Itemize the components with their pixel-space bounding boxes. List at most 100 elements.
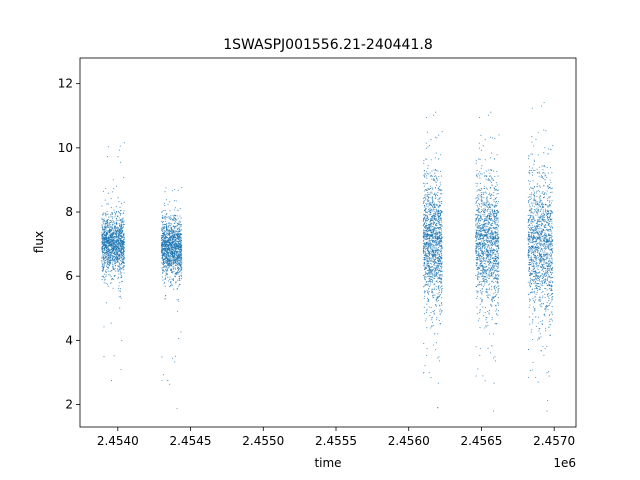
data-point: [497, 277, 499, 279]
data-point: [429, 272, 431, 274]
data-point: [433, 221, 435, 223]
data-point: [483, 192, 485, 194]
data-point: [441, 288, 443, 290]
data-point: [118, 225, 121, 227]
data-point: [179, 277, 181, 279]
data-point: [428, 173, 430, 175]
data-point: [175, 232, 177, 234]
data-point: [117, 245, 119, 247]
data-point: [431, 248, 433, 250]
data-point: [438, 356, 440, 358]
data-point: [426, 205, 428, 207]
data-point: [105, 275, 107, 277]
data-point: [179, 260, 181, 262]
data-point: [426, 245, 428, 247]
data-point: [476, 236, 478, 238]
data-point: [433, 270, 435, 272]
data-point: [165, 257, 167, 259]
data-point: [169, 257, 171, 259]
data-point: [120, 235, 123, 237]
data-point: [162, 228, 164, 230]
data-point: [175, 281, 177, 283]
data-point: [422, 275, 425, 277]
data-point: [174, 242, 176, 244]
data-point: [166, 251, 168, 253]
data-point: [170, 283, 173, 285]
data-point: [436, 319, 438, 321]
data-point: [113, 236, 115, 238]
data-point: [105, 227, 107, 230]
data-point: [117, 239, 119, 241]
data-point: [107, 222, 109, 224]
data-point: [436, 220, 439, 222]
data-point: [489, 260, 491, 262]
data-point: [436, 204, 438, 206]
data-point: [174, 237, 176, 239]
data-point: [172, 263, 175, 265]
data-point: [106, 234, 108, 236]
data-point: [426, 259, 429, 261]
data-point: [439, 294, 441, 296]
data-point: [115, 249, 117, 251]
data-point: [438, 189, 440, 191]
data-point: [120, 262, 123, 264]
data-point: [180, 229, 182, 231]
data-point: [488, 203, 490, 205]
data-point: [438, 263, 441, 265]
data-point: [115, 227, 118, 229]
data-point: [108, 259, 110, 261]
data-point: [162, 254, 164, 257]
data-point: [110, 252, 112, 254]
data-point: [170, 237, 172, 239]
data-point: [118, 251, 120, 253]
data-point: [432, 239, 434, 242]
data-point: [478, 248, 480, 250]
data-point: [478, 251, 480, 253]
data-point: [175, 272, 177, 275]
data-point: [119, 259, 121, 262]
data-point: [437, 262, 439, 264]
data-point: [162, 236, 164, 238]
data-point: [422, 202, 425, 204]
data-point: [425, 220, 427, 222]
data-point: [425, 267, 428, 269]
data-point: [168, 223, 170, 225]
data-point: [496, 210, 498, 212]
data-point: [487, 249, 489, 252]
data-point: [176, 272, 179, 274]
data-point: [162, 374, 164, 376]
data-point: [478, 173, 480, 175]
data-point: [173, 247, 175, 249]
data-point: [481, 288, 484, 290]
data-point: [118, 273, 120, 275]
data-point: [170, 261, 172, 263]
data-point: [483, 172, 485, 174]
data-point: [428, 269, 430, 271]
data-point: [161, 229, 163, 231]
data-point: [424, 273, 426, 275]
data-point: [479, 283, 481, 286]
data-point: [106, 239, 108, 241]
data-point: [424, 275, 426, 277]
data-point: [165, 224, 167, 226]
data-point: [435, 274, 437, 276]
data-point: [167, 276, 169, 278]
data-point: [437, 297, 439, 299]
data-point: [167, 232, 169, 234]
data-point: [490, 286, 493, 288]
data-point: [481, 230, 483, 232]
data-point: [173, 252, 175, 254]
data-point: [487, 114, 489, 116]
data-point: [427, 199, 429, 201]
data-point: [433, 233, 435, 235]
data-point: [106, 225, 108, 227]
data-point: [102, 242, 104, 244]
data-point: [423, 190, 425, 192]
data-point: [118, 290, 120, 292]
data-point: [437, 243, 440, 245]
data-point: [106, 223, 108, 225]
data-point: [439, 280, 441, 283]
data-point: [106, 221, 108, 223]
data-point: [425, 173, 427, 175]
data-point: [118, 201, 120, 203]
